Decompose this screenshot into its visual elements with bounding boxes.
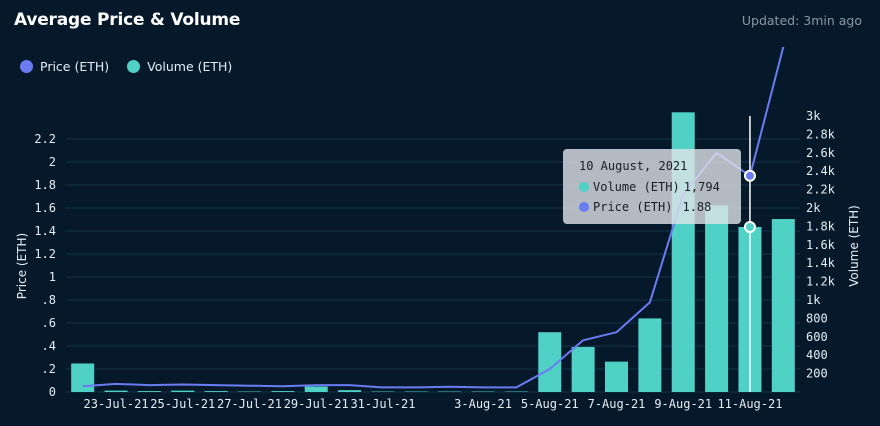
volume-bar [204, 391, 228, 392]
legend-item-price[interactable]: Price (ETH) [20, 59, 109, 74]
tooltip-price-marker [579, 202, 589, 212]
chart-title: Average Price & Volume [14, 10, 241, 30]
tooltip-price-value: 1.88 [682, 200, 712, 214]
legend-label-volume: Volume (ETH) [147, 59, 233, 74]
volume-bar [71, 363, 95, 392]
volume-legend-marker [127, 60, 141, 73]
volume-bar [771, 219, 795, 392]
tooltip-date: 10 August, 2021 [579, 159, 688, 173]
x-tick-label: 29-Jul-21 [284, 397, 349, 411]
y-right-tick-label: 2.4k [806, 164, 836, 178]
y-right-tick-label: 1.6k [806, 238, 836, 252]
y-left-axis-title: Price (ETH) [15, 233, 29, 299]
y-left-tick-label: .2 [42, 362, 56, 376]
volume-bar [338, 390, 362, 392]
volume-bar [638, 318, 662, 392]
y-right-tick-label: 2.6k [806, 146, 836, 160]
tooltip-volume-value: 1,794 [683, 180, 720, 194]
x-tick-label: 25-Jul-21 [150, 397, 215, 411]
y-left-tick-label: 0 [49, 385, 56, 399]
y-right-tick-label: 2.2k [806, 183, 836, 197]
tooltip-volume-row: Volume (ETH) 1,794 [579, 180, 720, 194]
y-left-tick-label: 1.6 [34, 201, 56, 215]
y-right-tick-label: 200 [806, 367, 828, 381]
x-tick-label: 23-Jul-21 [84, 397, 149, 411]
x-tick-label: 31-Jul-21 [350, 397, 415, 411]
tooltip-volume-marker [579, 182, 589, 192]
y-left-tick-label: 1.8 [34, 178, 56, 192]
x-tick-label: 9-Aug-21 [654, 397, 712, 411]
y-left-tick-label: 2 [49, 155, 56, 169]
volume-bar [571, 346, 595, 392]
y-right-tick-label: 1.8k [806, 219, 836, 233]
legend-item-volume[interactable]: Volume (ETH) [127, 59, 232, 74]
x-tick-label: 11-Aug-21 [717, 397, 782, 411]
y-left-tick-label: 2.2 [34, 132, 56, 146]
volume-hover-point [743, 220, 756, 233]
volume-bar [137, 391, 161, 392]
volume-bar [104, 390, 128, 392]
y-right-tick-label: 600 [806, 330, 828, 344]
tooltip-price-label: Price (ETH) [593, 200, 673, 214]
x-tick-label: 3-Aug-21 [454, 397, 512, 411]
volume-bar [171, 390, 195, 392]
updated-timestamp: Updated: 3min ago [741, 13, 862, 28]
y-right-tick-label: 1k [806, 293, 821, 307]
y-left-tick-label: .8 [42, 293, 56, 307]
chart-tooltip: 10 August, 2021 Volume (ETH) 1,794 Price… [563, 149, 741, 224]
legend-label-price: Price (ETH) [40, 59, 110, 74]
y-right-axis-title: Volume (ETH) [847, 205, 861, 287]
y-left-tick-label: .4 [42, 339, 56, 353]
tooltip-price-row: Price (ETH) 1.88 [579, 200, 711, 214]
volume-bar [271, 391, 295, 392]
y-right-tick-label: 400 [806, 348, 828, 362]
y-left-tick-label: 1.2 [34, 247, 56, 261]
y-left-tick-label: .6 [42, 316, 56, 330]
y-right-tick-label: 3k [806, 109, 821, 123]
y-right-tick-label: 800 [806, 311, 828, 325]
y-right-tick-label: 2k [806, 201, 821, 215]
volume-bar [538, 332, 562, 392]
y-right-tick-label: 2.8k [806, 127, 836, 141]
price-legend-marker [20, 60, 33, 73]
y-right-tick-label: 1.2k [806, 275, 836, 289]
y-left-tick-label: 1 [49, 270, 56, 284]
volume-bar [605, 361, 628, 392]
y-right-tick-label: 1.4k [806, 256, 836, 270]
volume-bar [304, 386, 328, 392]
x-tick-label: 5-Aug-21 [521, 397, 579, 411]
price-hover-point [743, 169, 756, 182]
x-tick-label: 7-Aug-21 [588, 397, 646, 411]
volume-bar [705, 205, 729, 392]
chart-legend: Price (ETH) Volume (ETH) [20, 59, 232, 74]
x-tick-label: 27-Jul-21 [217, 397, 282, 411]
y-left-tick-label: 1.4 [34, 224, 56, 238]
price-line [82, 46, 785, 389]
tooltip-volume-label: Volume (ETH) [593, 180, 680, 194]
